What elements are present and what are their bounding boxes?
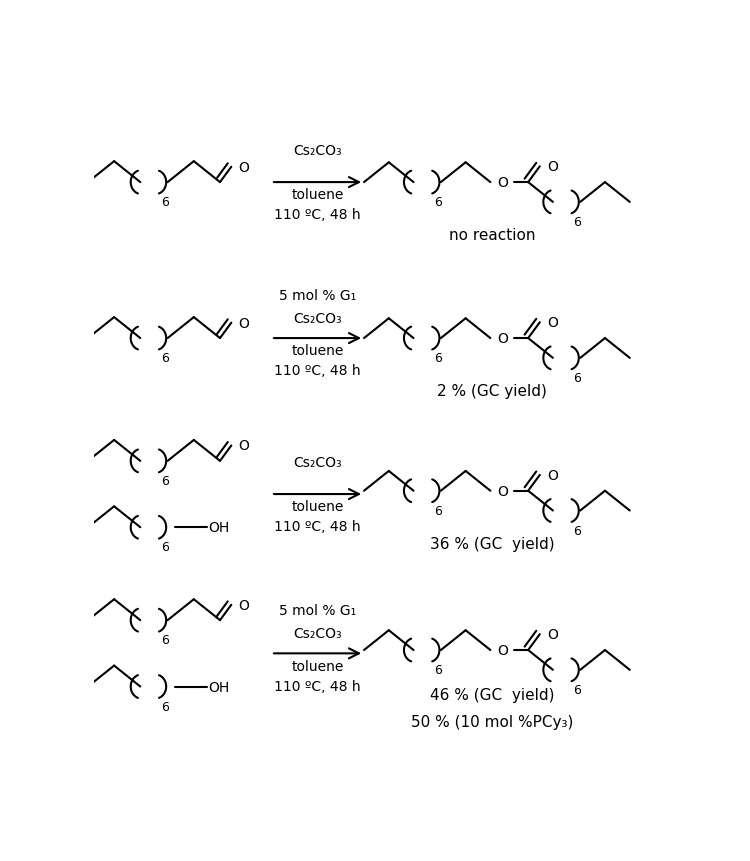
Text: O: O (547, 160, 558, 174)
Text: OH: OH (209, 521, 230, 535)
Text: O: O (547, 316, 558, 330)
Text: 6: 6 (574, 683, 581, 697)
Text: 2 % (GC yield): 2 % (GC yield) (437, 384, 547, 399)
Text: 110 ºC, 48 h: 110 ºC, 48 h (274, 678, 361, 693)
Text: 6: 6 (434, 196, 442, 209)
Text: O: O (547, 468, 558, 482)
Text: 6: 6 (434, 352, 442, 365)
Text: O: O (497, 176, 508, 190)
Text: Cs₂CO₃: Cs₂CO₃ (293, 144, 342, 158)
Text: 6: 6 (574, 524, 581, 537)
Text: toluene: toluene (291, 659, 344, 673)
Text: O: O (497, 484, 508, 499)
Text: 110 ºC, 48 h: 110 ºC, 48 h (274, 520, 361, 534)
Text: O: O (497, 643, 508, 657)
Text: toluene: toluene (291, 499, 344, 514)
Text: 5 mol % G₁: 5 mol % G₁ (279, 604, 356, 617)
Text: 6: 6 (161, 541, 169, 554)
Text: 6: 6 (161, 196, 169, 209)
Text: OH: OH (209, 679, 230, 694)
Text: 46 % (GC  yield): 46 % (GC yield) (430, 687, 554, 702)
Text: O: O (238, 439, 249, 453)
Text: O: O (547, 628, 558, 641)
Text: 5 mol % G₁: 5 mol % G₁ (279, 288, 356, 302)
Text: no reaction: no reaction (448, 228, 536, 243)
Text: 6: 6 (161, 700, 169, 713)
Text: 36 % (GC  yield): 36 % (GC yield) (430, 536, 554, 551)
Text: 6: 6 (161, 474, 169, 487)
Text: O: O (238, 598, 249, 612)
Text: 6: 6 (161, 634, 169, 647)
Text: 6: 6 (574, 216, 581, 229)
Text: 110 ºC, 48 h: 110 ºC, 48 h (274, 208, 361, 222)
Text: 6: 6 (161, 352, 169, 365)
Text: 110 ºC, 48 h: 110 ºC, 48 h (274, 364, 361, 378)
Text: Cs₂CO₃: Cs₂CO₃ (293, 626, 342, 641)
Text: 50 % (10 mol %PCy₃): 50 % (10 mol %PCy₃) (411, 715, 573, 729)
Text: 6: 6 (434, 663, 442, 677)
Text: toluene: toluene (291, 189, 344, 202)
Text: O: O (238, 160, 249, 175)
Text: Cs₂CO₃: Cs₂CO₃ (293, 312, 342, 325)
Text: toluene: toluene (291, 344, 344, 358)
Text: 6: 6 (574, 372, 581, 385)
Text: O: O (238, 316, 249, 331)
Text: 6: 6 (434, 505, 442, 517)
Text: Cs₂CO₃: Cs₂CO₃ (293, 455, 342, 469)
Text: O: O (497, 331, 508, 345)
